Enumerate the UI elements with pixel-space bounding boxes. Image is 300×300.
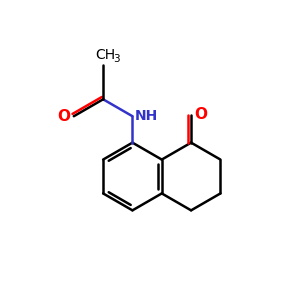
Text: 3: 3 [113, 54, 120, 64]
Text: O: O [57, 109, 70, 124]
Text: NH: NH [135, 109, 158, 123]
Text: O: O [195, 107, 208, 122]
Text: CH: CH [95, 48, 116, 62]
